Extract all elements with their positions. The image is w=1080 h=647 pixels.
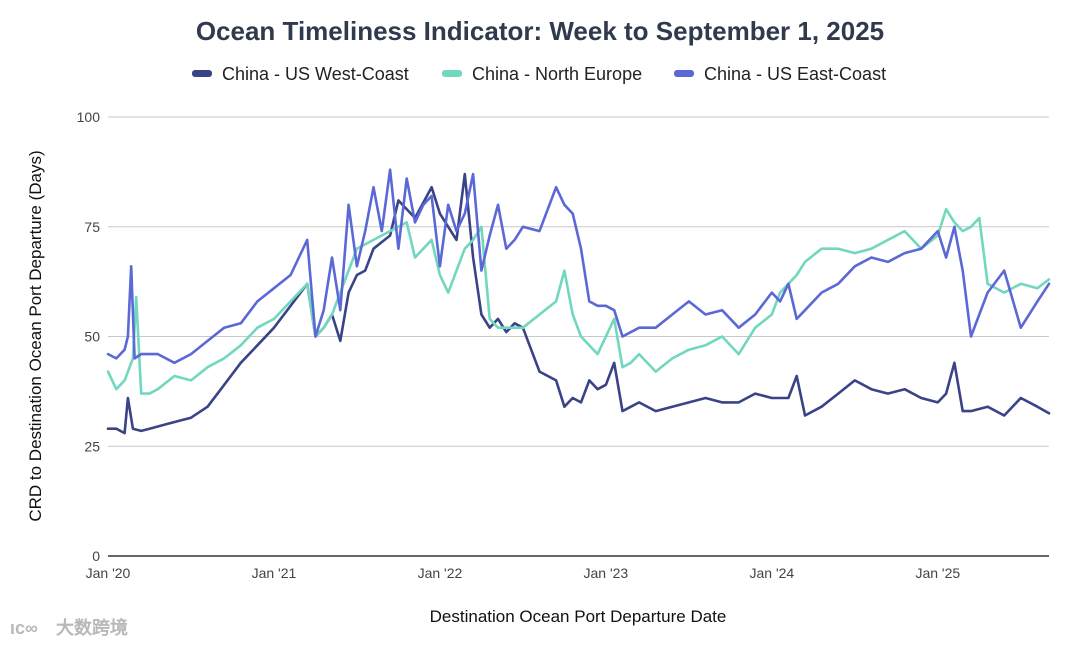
legend-label-0: China - US West-Coast (222, 64, 409, 84)
y-axis-label: CRD to Destination Ocean Port Departure … (26, 150, 45, 521)
y-tick-label-75: 75 (84, 219, 100, 235)
x-tick-label-3: Jan '23 (584, 565, 629, 581)
y-tick-label-50: 50 (84, 329, 100, 345)
legend-swatch-1 (442, 70, 462, 77)
chart-title: Ocean Timeliness Indicator: Week to Sept… (196, 16, 884, 46)
y-tick-label-0: 0 (92, 548, 100, 564)
legend-label-2: China - US East-Coast (704, 64, 886, 84)
series-line-2 (106, 168, 1051, 365)
x-tick-label-5: Jan '25 (915, 565, 960, 581)
x-axis-label: Destination Ocean Port Departure Date (430, 607, 727, 626)
chart-legend: China - US West-Coast China - North Europ… (192, 64, 886, 84)
watermark: ιc∞ 大数跨境 (10, 617, 128, 638)
y-axis-ticks: 0 25 50 75 100 (77, 109, 101, 564)
series-line-0 (106, 172, 1051, 435)
series-line-1 (106, 207, 1051, 395)
x-tick-label-0: Jan '20 (86, 565, 131, 581)
x-tick-label-4: Jan '24 (749, 565, 794, 581)
chart-gridlines (108, 116, 1049, 447)
y-tick-label-100: 100 (77, 109, 101, 125)
x-axis-ticks: Jan '20 Jan '21 Jan '22 Jan '23 Jan '24 Jan '… (86, 565, 961, 581)
watermark-label: 大数跨境 (56, 617, 128, 638)
legend-swatch-0 (192, 70, 212, 77)
x-tick-label-1: Jan '21 (252, 565, 297, 581)
y-tick-label-25: 25 (84, 438, 100, 454)
chart-series-lines (106, 168, 1051, 435)
watermark-logo-icon: ιc∞ (10, 618, 38, 638)
x-tick-label-2: Jan '22 (418, 565, 463, 581)
legend-swatch-2 (674, 70, 694, 77)
legend-label-1: China - North Europe (472, 64, 642, 84)
